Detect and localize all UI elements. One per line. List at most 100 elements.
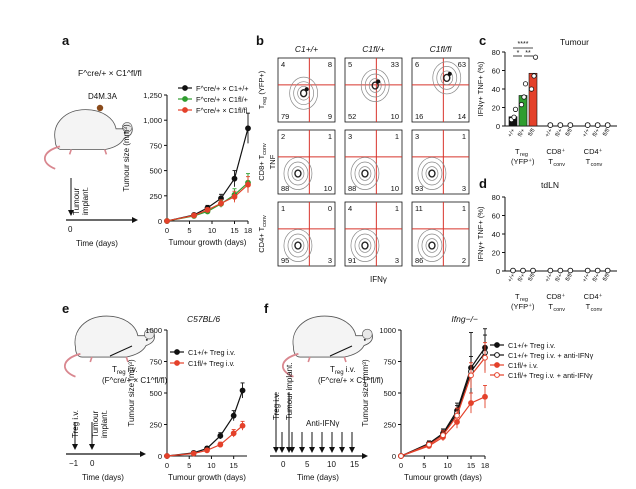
y-tick-label: 0 bbox=[496, 122, 500, 131]
x-tick-label: 5 bbox=[187, 226, 191, 235]
flow-contour bbox=[294, 169, 302, 178]
group-label-cd8: CD8⁺ bbox=[546, 292, 565, 301]
group-label-treg: T bbox=[515, 292, 520, 301]
anti-ifng-label: Anti-IFNγ bbox=[306, 419, 339, 428]
quadrant-value-ll: 86 bbox=[415, 256, 423, 265]
quadrant-value-ll: 79 bbox=[281, 112, 289, 121]
flow-contour bbox=[283, 157, 313, 190]
flow-contour-core bbox=[376, 79, 381, 84]
chart-e: 0 250 500 750 1000 0 5 10 15 Tumour growth (days)… bbox=[127, 314, 247, 482]
y-tick-label: 750 bbox=[383, 358, 396, 367]
x-tick-label: 15 bbox=[467, 461, 475, 470]
quadrant-value-lr: 10 bbox=[391, 184, 399, 193]
genotype-tick-label: +/+ bbox=[582, 273, 592, 284]
data-point bbox=[557, 122, 564, 128]
timeline-arrowhead-e-1 bbox=[72, 444, 78, 450]
flow-contour bbox=[358, 166, 372, 181]
y-tick-label: 500 bbox=[149, 167, 162, 176]
quadrant-value-ll: 52 bbox=[348, 112, 356, 121]
tumour-line-label: D4M.3A bbox=[88, 92, 118, 101]
y-axis-label: IFNγ+ TNF+ (%) bbox=[476, 206, 485, 262]
data-point bbox=[426, 441, 432, 448]
transfer-arrowhead bbox=[286, 447, 292, 453]
genotype-tick-label: fl/+ bbox=[555, 128, 565, 139]
flow-contour bbox=[425, 166, 439, 181]
flow-contour bbox=[283, 229, 313, 262]
y-tick-label: 750 bbox=[149, 358, 162, 367]
chart-f: 0 250 500 750 1000 0 5 10 15 18 Tumour growth (day… bbox=[361, 314, 594, 482]
data-point bbox=[164, 218, 170, 224]
panel-letter-e: e bbox=[62, 301, 69, 316]
x-tick-label: 15 bbox=[229, 461, 237, 470]
y-tick-label: 250 bbox=[149, 421, 162, 430]
injection-arrowhead bbox=[309, 447, 315, 453]
genotype-tick-label: fl/fl bbox=[528, 128, 537, 138]
data-point bbox=[594, 267, 601, 274]
panel-letter-c: c bbox=[479, 33, 486, 48]
data-point bbox=[510, 267, 516, 274]
injection-arrowhead bbox=[299, 447, 305, 453]
flow-contour bbox=[299, 89, 308, 98]
legend-entry: F^cre/+ × C1+/+ bbox=[196, 84, 249, 93]
y-tick-label: 1000 bbox=[145, 326, 162, 335]
group-label-cd4-t: T bbox=[586, 157, 591, 166]
group-label-cd8-sub: conv bbox=[553, 162, 565, 168]
quadrant-value-ur: 8 bbox=[328, 60, 332, 69]
group-label-cd4-t: T bbox=[586, 302, 591, 311]
transfer-arrow-f bbox=[329, 345, 353, 357]
flow-contour-core bbox=[304, 87, 309, 92]
quadrant-value-ul: 2 bbox=[281, 132, 285, 141]
x-axis-label: Tumour growth (days) bbox=[404, 473, 482, 482]
donor-genotype-f: (F^cre/+ × C1^fl/fl) bbox=[318, 376, 384, 385]
data-point bbox=[230, 412, 237, 419]
data-point bbox=[584, 267, 591, 274]
flow-plot-frame bbox=[411, 201, 470, 267]
legend-swatch-marker bbox=[174, 360, 180, 366]
flow-x-axis-label: IFNγ bbox=[370, 275, 387, 284]
quadrant-value-lr: 10 bbox=[324, 184, 332, 193]
legend-entry: C1+/+ Treg i.v. bbox=[508, 341, 555, 350]
injection-arrowhead bbox=[349, 447, 355, 453]
quadrant-value-lr: 14 bbox=[458, 112, 466, 121]
timeline-label-e-2: Tumour bbox=[91, 410, 100, 438]
timeline-axis-head-a bbox=[132, 217, 138, 223]
y-tick-label: 0 bbox=[158, 452, 162, 461]
timeline-arrowhead-e-2 bbox=[89, 444, 95, 450]
y-tick-label: 20 bbox=[492, 104, 500, 113]
flow-contour bbox=[293, 81, 314, 106]
mouse-illustration-f bbox=[281, 315, 374, 378]
flow-contour bbox=[297, 85, 310, 101]
mouse-illustration-e bbox=[63, 315, 156, 378]
timeline-arrowhead-a bbox=[68, 210, 74, 216]
legend-entry: F^cre/+ × C1fl/fl bbox=[196, 106, 248, 115]
legend-swatch-marker bbox=[494, 362, 500, 368]
chart-d-title: tdLN bbox=[541, 180, 559, 190]
bar bbox=[528, 72, 538, 127]
quadrant-value-ul: 4 bbox=[348, 204, 352, 213]
data-point bbox=[520, 267, 526, 274]
data-point bbox=[245, 125, 251, 132]
flow-plot-frame bbox=[411, 129, 470, 195]
data-point bbox=[230, 430, 237, 437]
data-point bbox=[468, 400, 474, 406]
group-label-treg-yfp: (YFP⁺) bbox=[511, 302, 535, 311]
flow-contour bbox=[421, 161, 443, 186]
replicate-point bbox=[528, 86, 535, 92]
genotype-tick-label: fl/+ bbox=[517, 128, 527, 139]
flow-row-label: CD8+ Tconv bbox=[257, 143, 268, 181]
group-label-cd8-sub: conv bbox=[553, 307, 565, 313]
quadrant-value-ul: 11 bbox=[415, 204, 423, 213]
legend-swatch-marker bbox=[182, 107, 188, 113]
data-point bbox=[547, 122, 554, 128]
data-point bbox=[567, 267, 574, 274]
quadrant-value-ur: 0 bbox=[328, 204, 332, 213]
replicate-point bbox=[521, 94, 527, 100]
quadrant-value-lr: 9 bbox=[328, 112, 332, 121]
genotype-tick-label: fl/fl bbox=[565, 128, 574, 138]
timeline-label-e-3: implant. bbox=[100, 410, 109, 438]
flow-contour bbox=[287, 233, 309, 258]
replicate-point bbox=[531, 73, 537, 79]
